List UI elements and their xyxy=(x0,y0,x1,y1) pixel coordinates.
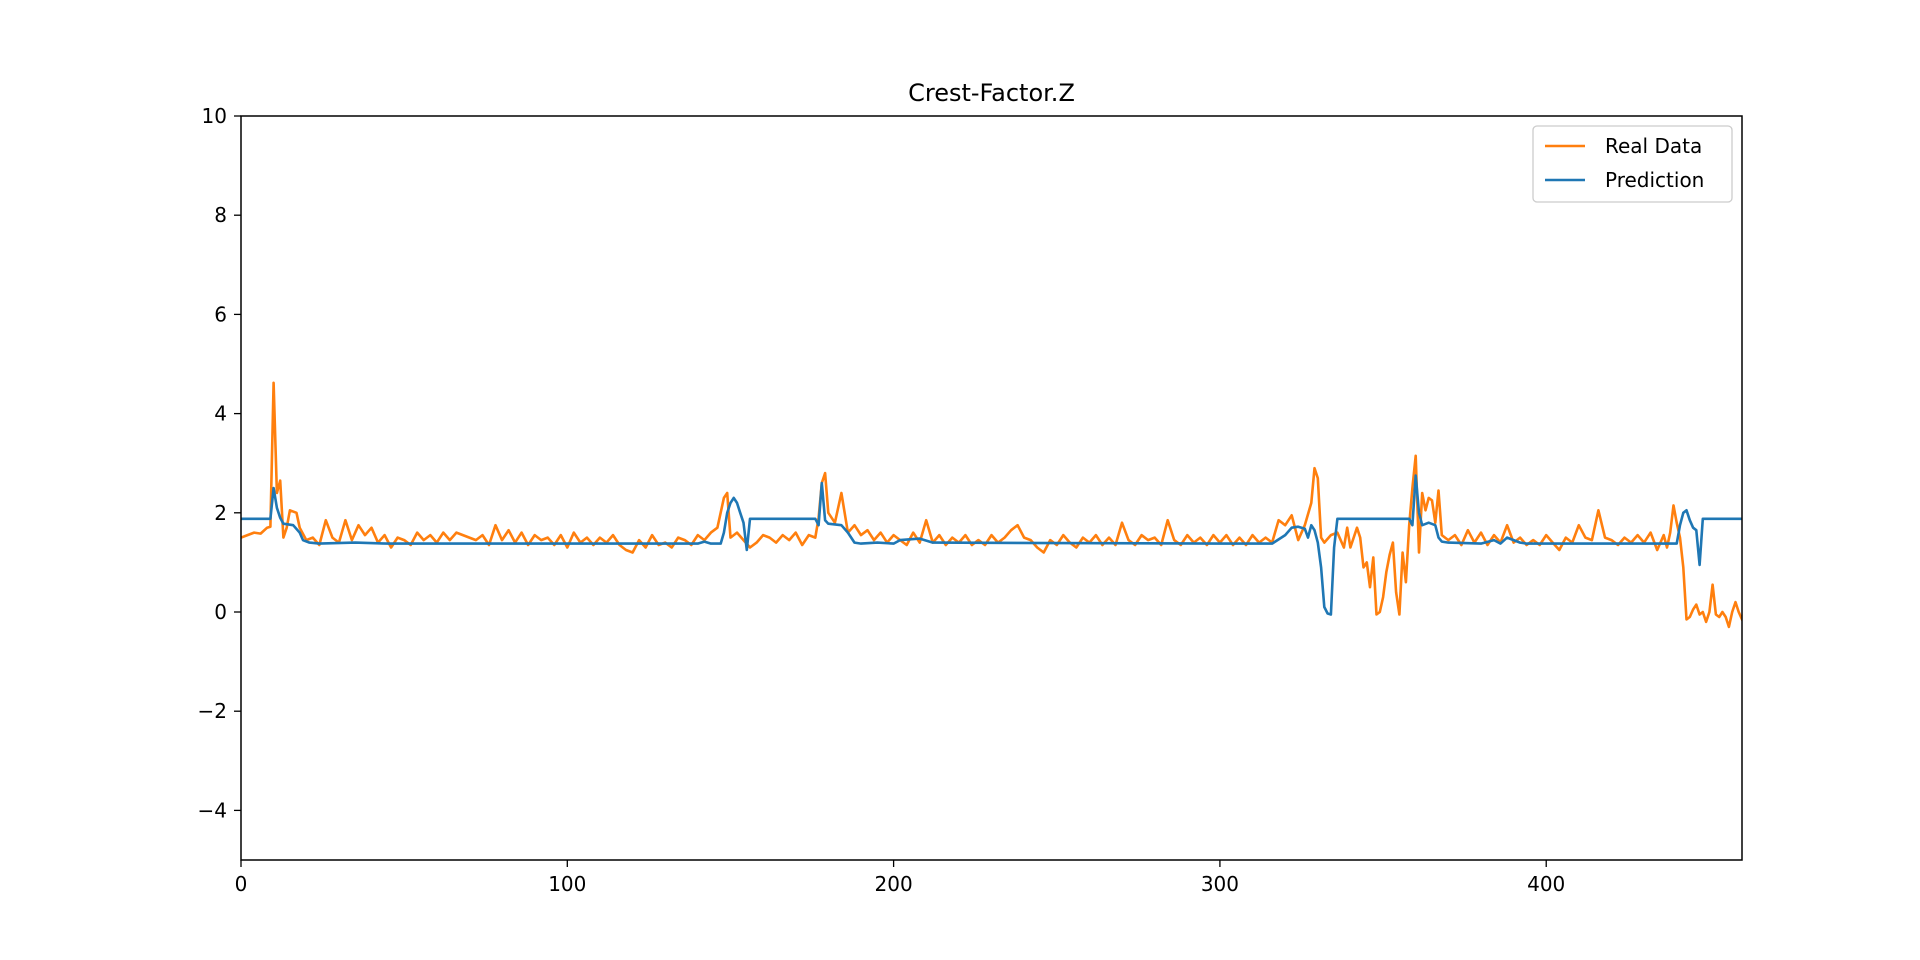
legend: Real Data Prediction xyxy=(1532,125,1733,203)
series-layer xyxy=(241,381,1742,629)
y-tick-label: 10 xyxy=(202,104,227,128)
y-tick-label: 0 xyxy=(214,600,227,624)
y-tick-label: −4 xyxy=(198,798,227,822)
x-tick-label: 200 xyxy=(875,872,913,896)
axes-frame xyxy=(240,115,1743,861)
x-tick-label: 300 xyxy=(1201,872,1239,896)
ticks-layer: 0 100 200 300 400 −4 −2 0 2 4 6 8 10 xyxy=(198,104,1566,896)
x-tick-label: 100 xyxy=(548,872,586,896)
series-line-prediction xyxy=(241,474,1742,616)
y-tick-label: 8 xyxy=(214,203,227,227)
y-tick-label: 4 xyxy=(214,402,227,426)
y-tick-label: 6 xyxy=(214,302,227,326)
y-tick-label: 2 xyxy=(214,501,227,525)
chart-title: Crest-Factor.Z xyxy=(908,79,1075,107)
y-tick-label: −2 xyxy=(198,699,227,723)
legend-label-prediction: Prediction xyxy=(1605,168,1704,192)
x-tick-label: 0 xyxy=(235,872,248,896)
series-line-real-data xyxy=(241,381,1742,629)
x-tick-label: 400 xyxy=(1527,872,1565,896)
legend-label-real-data: Real Data xyxy=(1605,134,1702,158)
